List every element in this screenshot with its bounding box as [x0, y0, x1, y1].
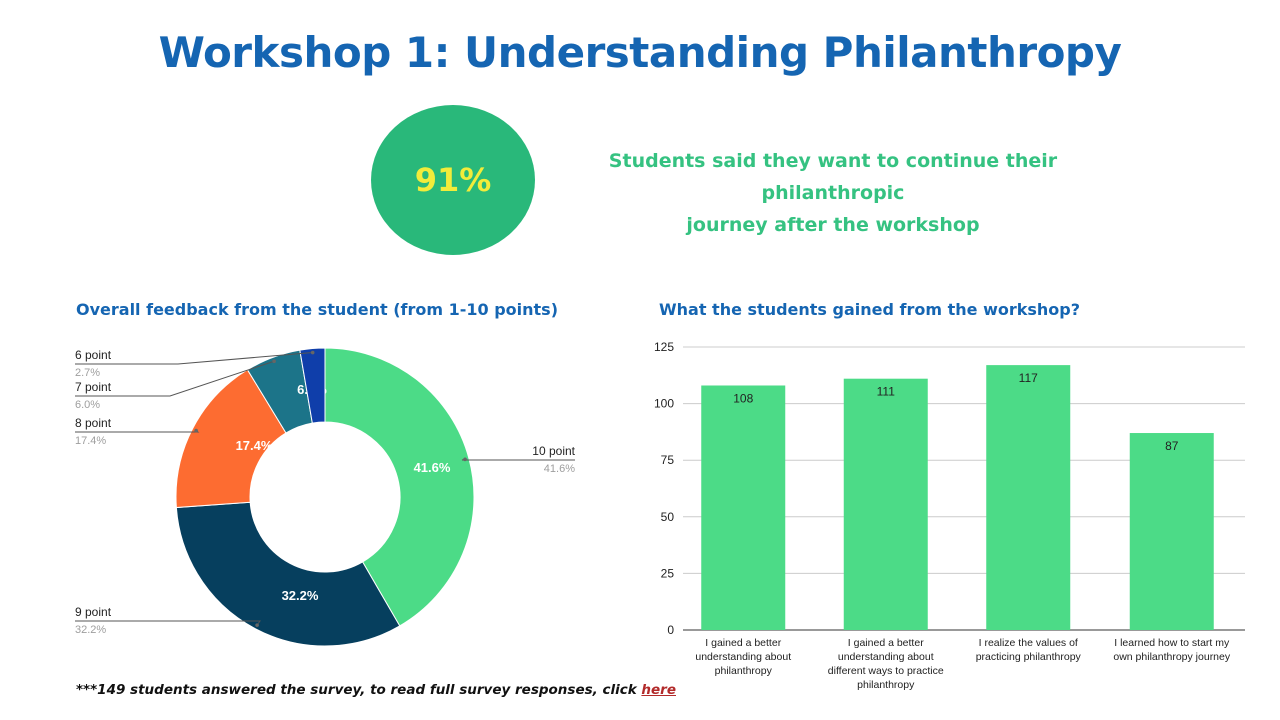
bar-value-label-1: 108 [733, 391, 753, 405]
bar-value-label-3: 117 [1019, 371, 1038, 385]
x-category-label-2-line-1: I gained a better [848, 637, 924, 649]
legend-percent-10-point: 41.6% [544, 463, 575, 475]
x-category-label-1-line-2: understanding about [695, 651, 791, 663]
y-tick-0: 0 [667, 623, 674, 637]
page-title: Workshop 1: Understanding Philanthropy [158, 28, 1122, 77]
x-category-label-2-line-2: understanding about [838, 651, 934, 663]
leader-line-8-point [75, 430, 200, 433]
donut-slice-6-point [299, 347, 326, 424]
survey-responses-link[interactable]: here [641, 682, 676, 698]
donut-chart: 10 point 41.6% 41.6% 9 point 32.2% 32.2% 8 poi… [75, 347, 576, 647]
leader-line-10-point [461, 458, 575, 461]
bar-chart: 0 25 50 75 100 125 108 I gained a better underst… [654, 340, 1245, 691]
highlight-caption-line-2: journey after the workshop [686, 214, 980, 236]
donut-slice-10-point [324, 347, 475, 627]
x-category-label-2-line-3: different ways to practice [828, 665, 944, 677]
x-category-label-3-line-2: practicing philanthropy [976, 651, 1082, 663]
x-category-label-3-line-1: I realize the values of [979, 637, 1078, 649]
slice-data-label-8-point: 17.4% [236, 438, 273, 453]
legend-percent-6-point: 2.7% [75, 367, 100, 379]
bar-2 [843, 378, 928, 630]
donut-slice-8-point [175, 369, 287, 509]
donut-chart-title: Overall feedback from the student (from … [76, 300, 559, 319]
legend-label-7-point: 7 point [75, 380, 112, 394]
legend-percent-7-point: 6.0% [75, 399, 100, 411]
y-tick-100: 100 [654, 397, 674, 411]
highlight-circle: 91% [371, 105, 535, 255]
leader-dot-10-point [463, 457, 467, 462]
leader-dot-7-point [272, 359, 276, 364]
legend-label-8-point: 8 point [75, 416, 112, 430]
bar-value-label-4: 87 [1165, 439, 1179, 453]
bar-value-label-2: 111 [877, 385, 896, 399]
legend-percent-8-point: 17.4% [75, 435, 106, 447]
x-category-label-1-line-3: philanthropy [715, 665, 773, 677]
x-category-label-2-line-4: philanthropy [857, 679, 915, 691]
donut-slice-9-point [175, 501, 401, 647]
leader-dot-6-point [310, 350, 315, 355]
x-category-label-4-line-1: I learned how to start my [1114, 637, 1230, 649]
legend-label-9-point: 9 point [75, 605, 112, 619]
bar-3 [986, 365, 1071, 630]
y-tick-125: 125 [654, 340, 674, 354]
legend-percent-9-point: 32.2% [75, 624, 106, 636]
footnote-text: ***149 students answered the survey, to … [76, 682, 642, 698]
leader-dot-9-point [255, 623, 259, 627]
bar-chart-title: What the students gained from the worksh… [659, 300, 1081, 319]
bar-1 [701, 385, 786, 630]
leader-dot-8-point [194, 428, 198, 433]
legend-label-10-point: 10 point [532, 444, 575, 458]
y-tick-50: 50 [661, 510, 675, 524]
slice-data-label-9-point: 32.2% [282, 588, 319, 603]
highlight-caption-line-1: Students said they want to continue thei… [608, 150, 1058, 204]
y-tick-25: 25 [661, 566, 675, 580]
slice-data-label-10-point: 41.6% [414, 460, 451, 475]
highlight-caption: Students said they want to continue thei… [548, 145, 1118, 241]
x-category-label-1-line-1: I gained a better [705, 637, 781, 649]
leader-line-6-point [75, 352, 313, 365]
x-category-label-4-line-2: own philanthropy journey [1113, 651, 1230, 663]
highlight-value: 91% [414, 161, 492, 199]
bar-4 [1129, 433, 1214, 630]
y-tick-75: 75 [661, 453, 675, 467]
legend-label-6-point: 6 point [75, 348, 112, 362]
footnote: ***149 students answered the survey, to … [76, 682, 676, 698]
leader-line-7-point [75, 360, 275, 397]
